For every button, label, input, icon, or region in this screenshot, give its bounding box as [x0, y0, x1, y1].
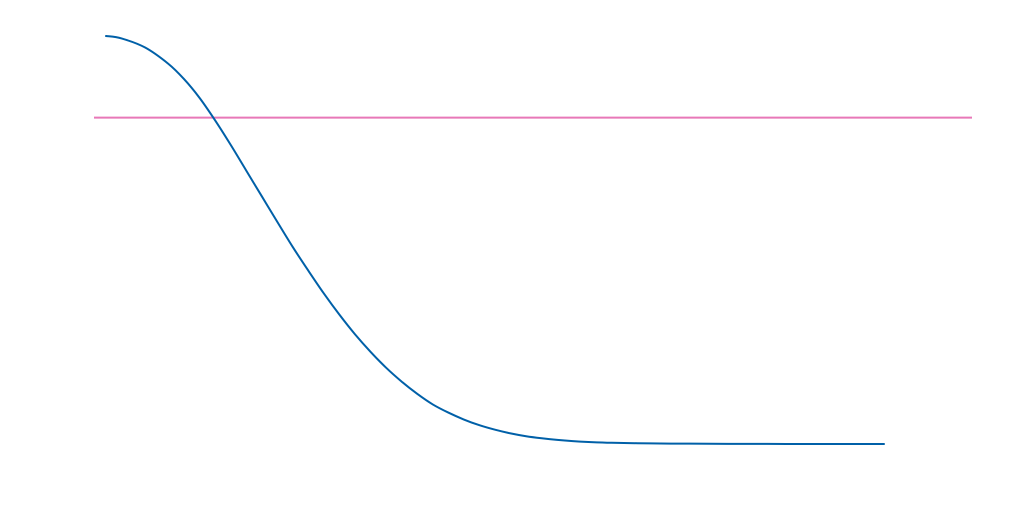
series-layer — [105, 35, 885, 446]
series-line-0 — [105, 35, 885, 446]
